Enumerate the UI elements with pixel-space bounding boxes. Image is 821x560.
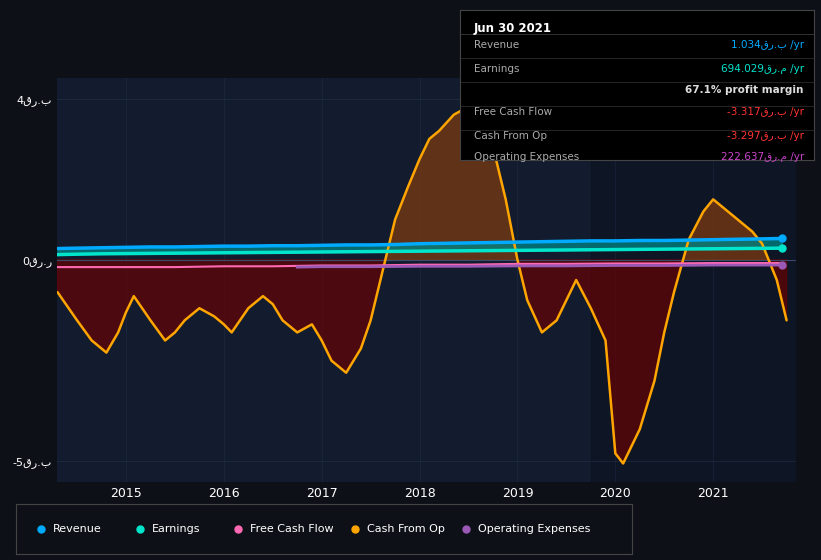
Text: Cash From Op: Cash From Op [474, 131, 547, 141]
Text: Jun 30 2021: Jun 30 2021 [474, 21, 552, 35]
Text: Free Cash Flow: Free Cash Flow [474, 107, 552, 117]
Text: 1.034قر.ب /yr: 1.034قر.ب /yr [731, 40, 804, 49]
Text: Cash From Op: Cash From Op [368, 524, 445, 534]
Text: Revenue: Revenue [474, 40, 519, 49]
Text: Earnings: Earnings [152, 524, 200, 534]
Text: Operating Expenses: Operating Expenses [479, 524, 590, 534]
Text: -3.317قر.ب /yr: -3.317قر.ب /yr [727, 107, 804, 117]
Text: 67.1% profit margin: 67.1% profit margin [686, 85, 804, 95]
Bar [591, 78, 796, 482]
Text: -3.297قر.ب /yr: -3.297قر.ب /yr [727, 131, 804, 141]
Text: Operating Expenses: Operating Expenses [474, 152, 579, 162]
Text: Revenue: Revenue [53, 524, 102, 534]
Text: Free Cash Flow: Free Cash Flow [250, 524, 334, 534]
Text: Earnings: Earnings [474, 63, 520, 73]
Text: 222.637قر.م /yr: 222.637قر.م /yr [721, 152, 804, 162]
Text: 694.029قر.م /yr: 694.029قر.م /yr [721, 63, 804, 73]
